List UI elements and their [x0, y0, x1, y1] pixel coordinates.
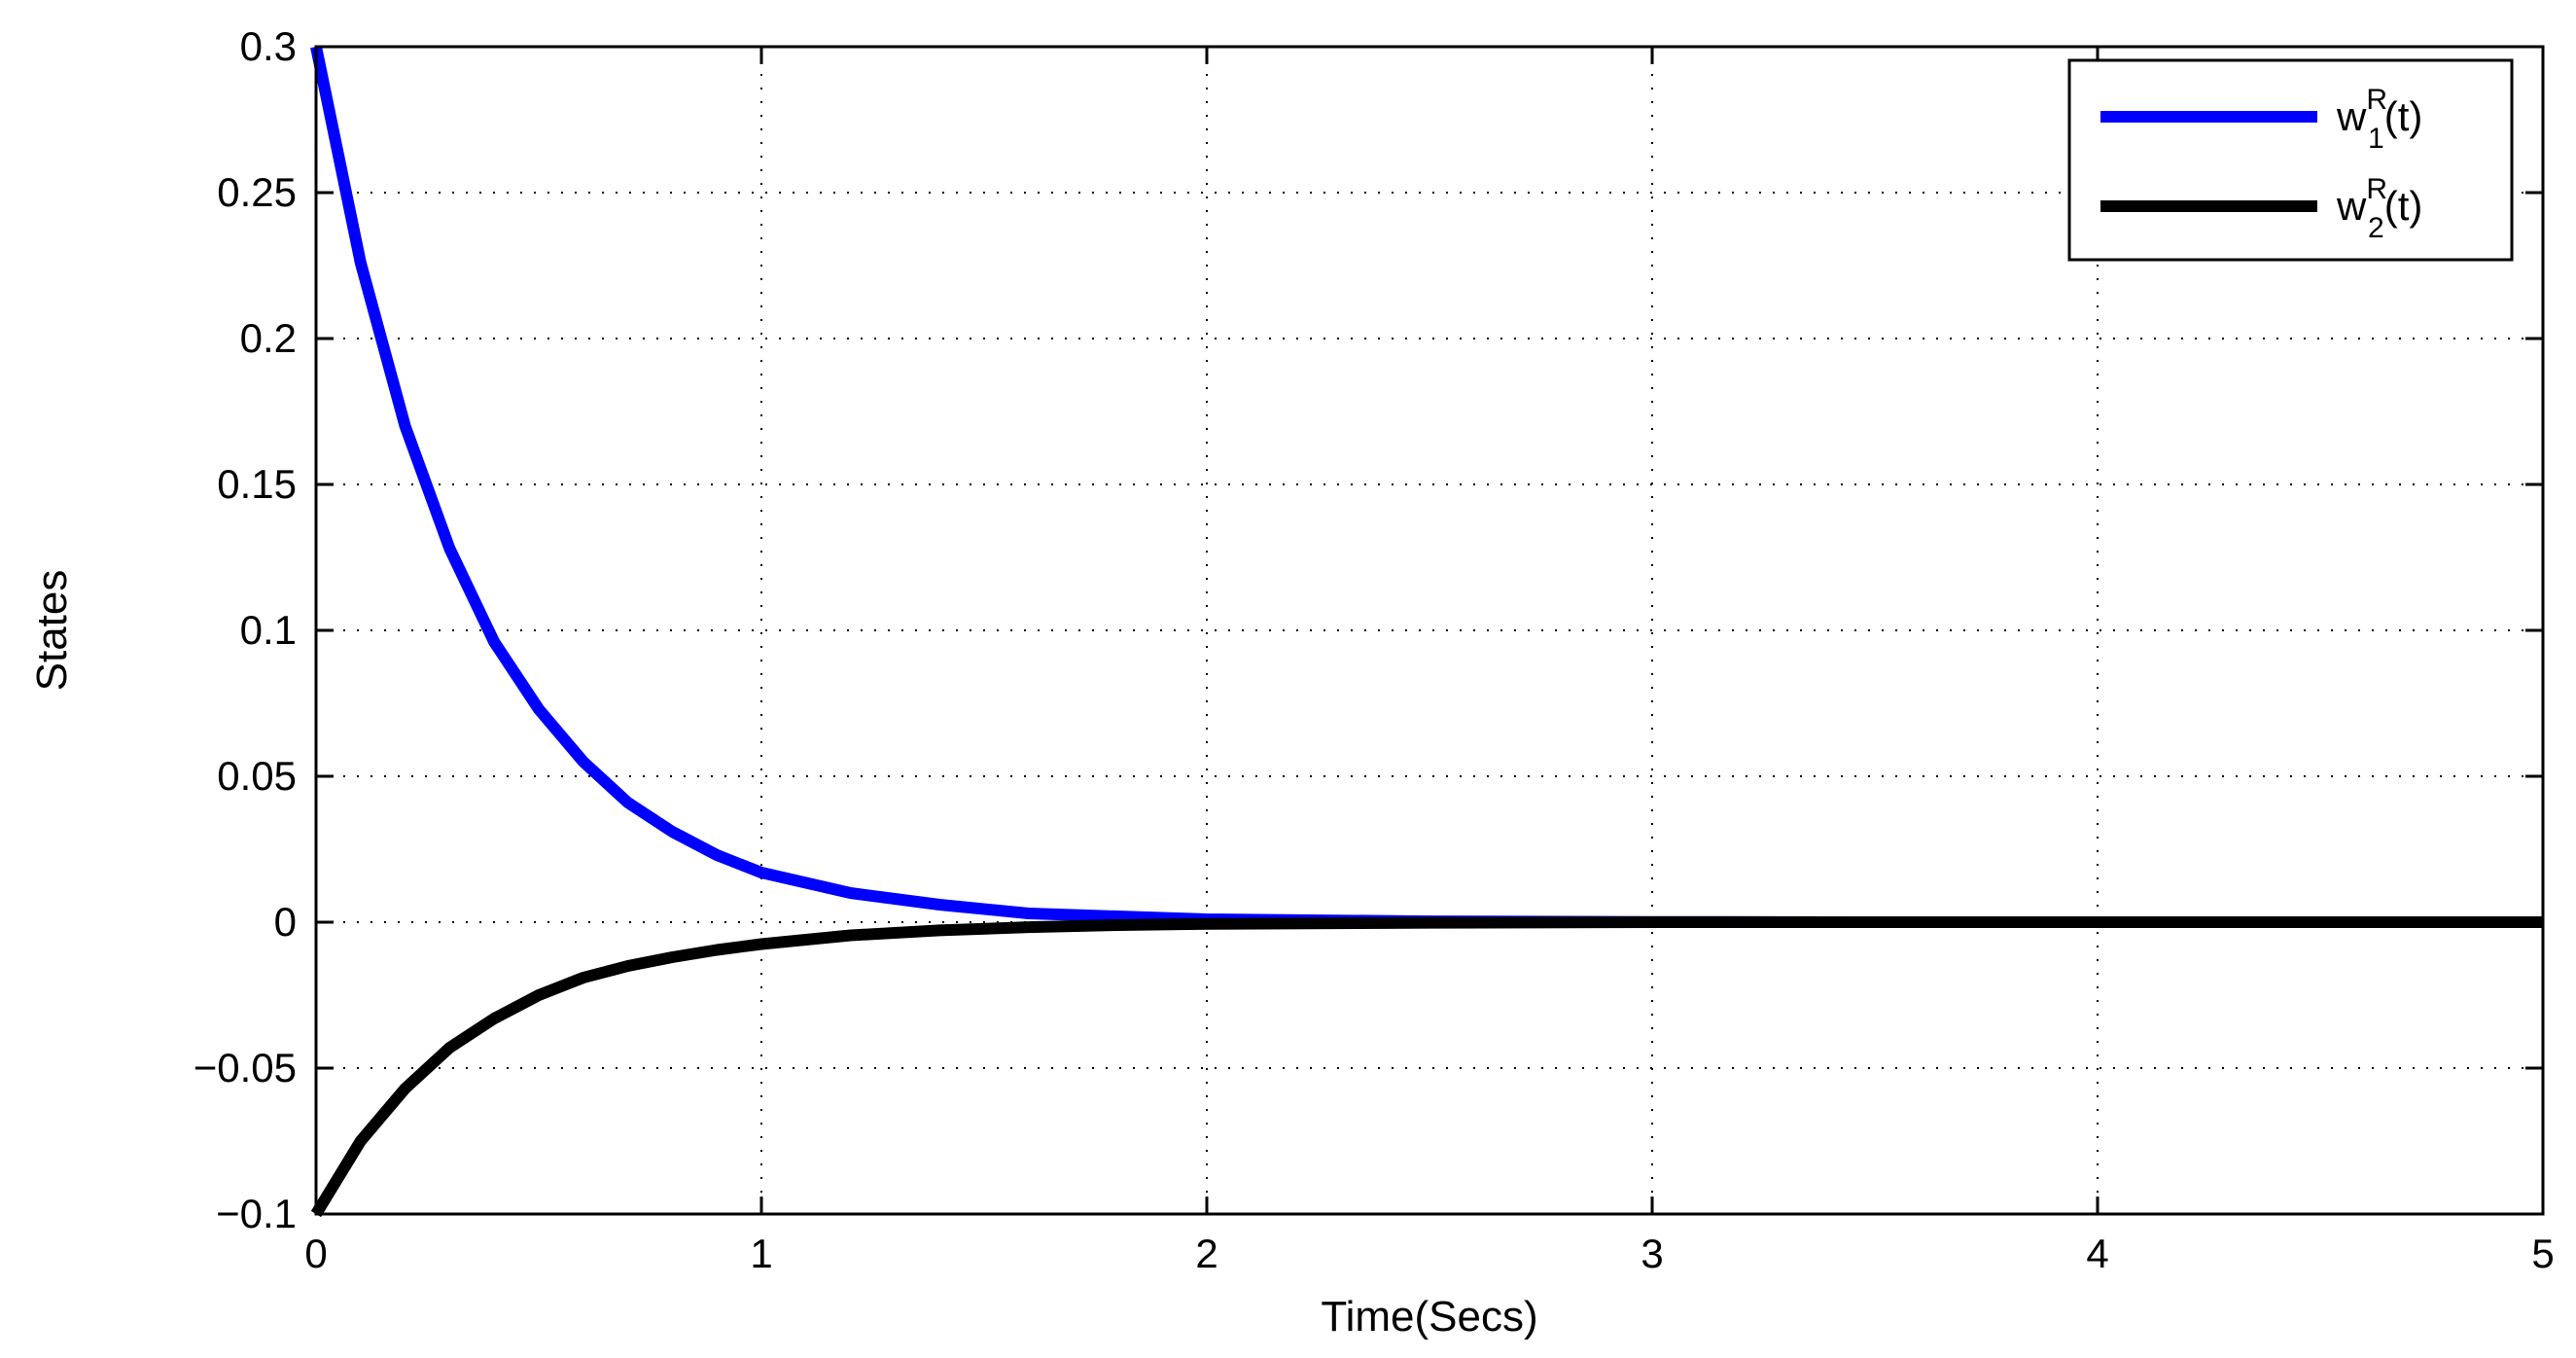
legend-label-2: wR 2(t) — [2336, 173, 2422, 244]
x-tick-label: 4 — [2086, 1231, 2108, 1276]
legend-label-sub: 2 — [2368, 212, 2384, 244]
legend-label-sup: R — [2366, 173, 2387, 205]
legend-box — [2067, 58, 2514, 262]
x-tick-label: 3 — [1641, 1231, 1663, 1276]
y-tick-label: 0.15 — [217, 461, 297, 507]
y-tick-label: 0.05 — [217, 753, 297, 799]
y-tick-label: 0.2 — [240, 315, 297, 361]
tick-labels: 0 1 2 3 4 5 −0.1 −0.05 0 0.05 0.1 0.15 0.2 0.25 0.3 — [194, 23, 2555, 1276]
y-tick-label: 0 — [274, 899, 297, 945]
legend-label-tail: (t) — [2384, 93, 2423, 139]
legend-label-1: wR 1(t) — [2336, 84, 2422, 155]
axis-ticks — [314, 45, 2545, 1216]
y-tick-label: 0.1 — [240, 607, 297, 653]
y-tick-label: 0.25 — [217, 169, 297, 215]
legend-label-base: w — [2336, 183, 2367, 229]
series-line-2 — [310, 916, 2543, 1218]
y-tick-label: −0.05 — [194, 1045, 297, 1090]
legend-label-sup: R — [2366, 84, 2387, 116]
legend-label-tail: (t) — [2384, 183, 2423, 229]
y-tick-label: −0.1 — [216, 1191, 297, 1236]
y-axis-label: States — [28, 570, 76, 692]
plot-series — [310, 45, 2543, 1218]
x-tick-label: 1 — [750, 1231, 772, 1276]
x-tick-label: 5 — [2531, 1231, 2554, 1276]
legend-label-sub: 1 — [2368, 123, 2384, 155]
x-tick-label: 0 — [304, 1231, 327, 1276]
legend-label-base: w — [2336, 93, 2367, 139]
x-axis-label: Time(Secs) — [1321, 1293, 1537, 1340]
legend: wR 1(t)wR 2(t) — [2067, 58, 2514, 262]
y-tick-label: 0.3 — [240, 23, 297, 69]
x-tick-label: 2 — [1195, 1231, 1217, 1276]
